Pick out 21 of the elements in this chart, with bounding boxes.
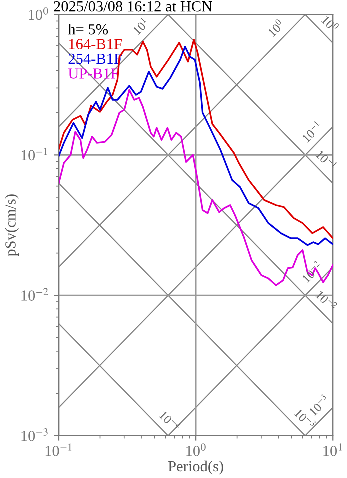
y-axis-title: pSv(cm/s) [5,194,20,257]
annotation: 10$^{1}$ [131,17,150,36]
y-tick-label: 10$^{−3}$ [22,428,48,442]
annotation: 10$^{0}$ [321,14,340,33]
x-axis-title: Period(s) [168,460,224,475]
y-tick-label: 10$^{0}$ [29,7,48,20]
annotation: 10$^{−1}$ [300,120,323,143]
x-tick-label: 10$^{1}$ [324,444,342,456]
series-label: 164-B1F [70,39,122,50]
y-tick-label: 10$^{−1}$ [22,148,48,161]
annotation: 10$^{−1}$ [316,148,338,171]
x-tick-label: 10$^{0}$ [186,444,206,456]
annotation: 10$^{−2}$ [316,289,338,312]
chart-title: 2025/03/08 16:12 at HCN [54,1,212,12]
annotation: 10$^{0}$ [266,18,286,38]
y-tick-label: 10$^{−2}$ [22,288,48,301]
legend-title: h= 5% [68,24,108,35]
annotation: 10$^{−4}$ [158,409,182,432]
annotation: 10$^{−2}$ [300,260,324,284]
x-tick-label: 10$^{−1}$ [46,444,72,456]
annotation: 10$^{−3}$ [308,394,330,417]
